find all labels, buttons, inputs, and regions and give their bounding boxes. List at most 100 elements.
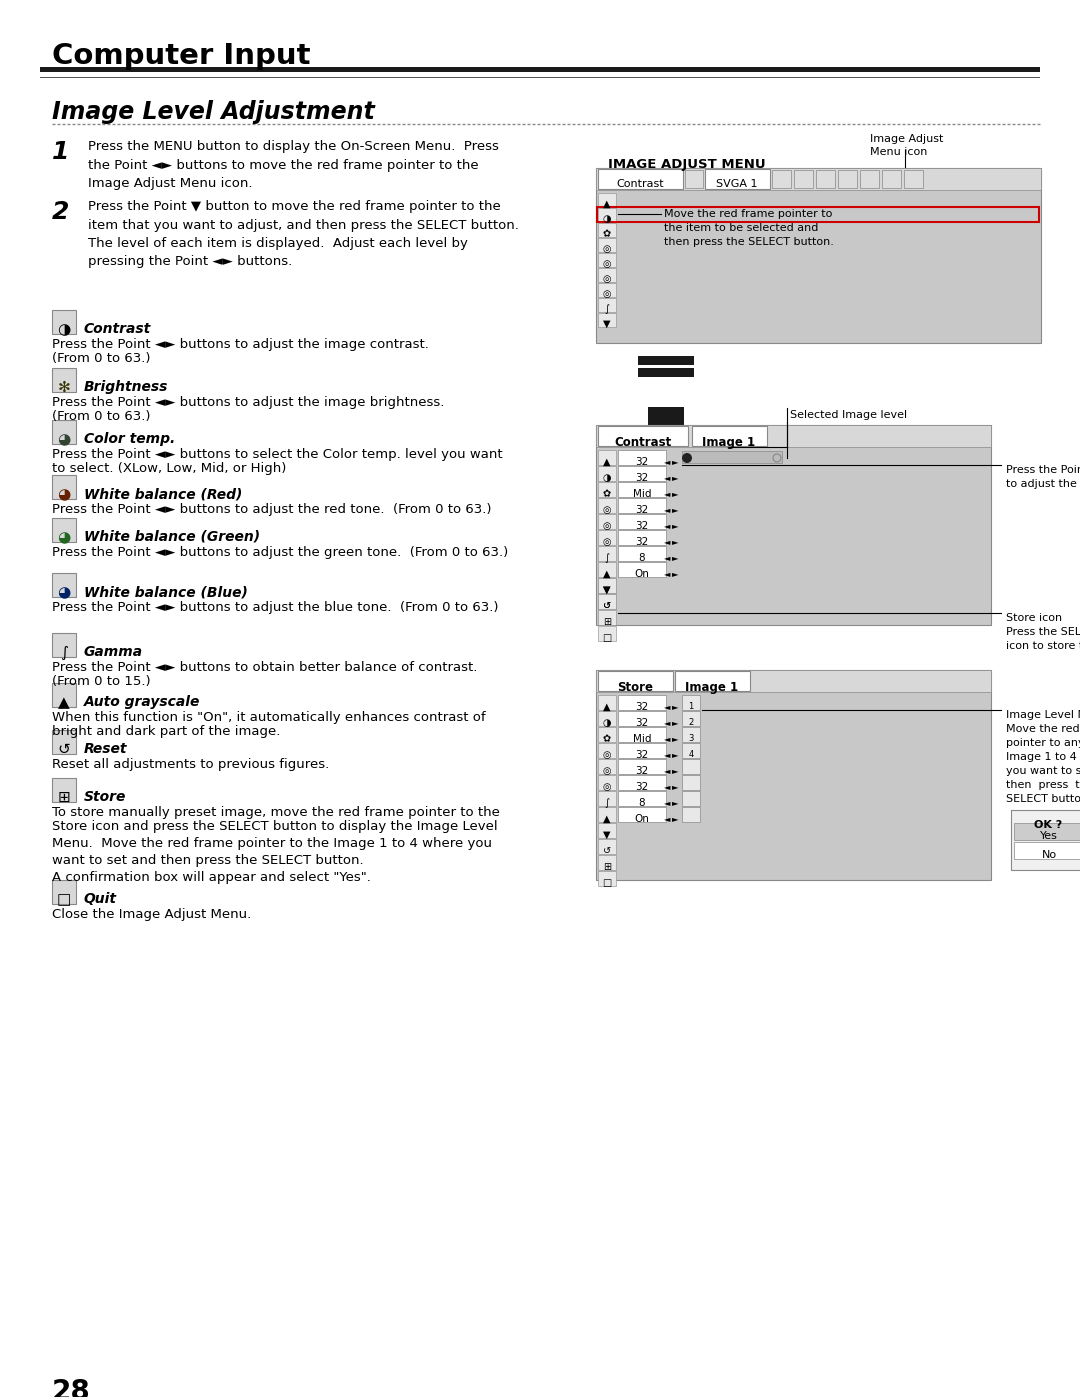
Bar: [598, 450, 616, 465]
Text: 32: 32: [635, 750, 649, 760]
Circle shape: [681, 453, 692, 462]
Text: ✿: ✿: [603, 489, 611, 499]
Text: ↺: ↺: [603, 601, 611, 610]
Bar: [618, 726, 666, 742]
Text: ◎: ◎: [603, 258, 611, 270]
Bar: [598, 671, 673, 692]
Text: ◕: ◕: [57, 585, 70, 599]
Bar: [882, 170, 901, 189]
Bar: [598, 237, 616, 251]
Text: 32: 32: [635, 782, 649, 792]
Text: ◄: ◄: [664, 569, 671, 578]
Text: ◎: ◎: [603, 750, 611, 760]
Text: 32: 32: [635, 504, 649, 515]
Bar: [598, 823, 616, 838]
Bar: [681, 451, 782, 462]
Bar: [681, 759, 700, 774]
Text: ►: ►: [672, 814, 678, 823]
Polygon shape: [634, 429, 698, 455]
Text: ◄: ◄: [664, 474, 671, 482]
Bar: [598, 759, 616, 774]
Text: Press the Point ▼ button to move the red frame pointer to the
item that you want: Press the Point ▼ button to move the red…: [87, 200, 518, 268]
Text: 32: 32: [635, 703, 649, 712]
Bar: [681, 743, 700, 759]
Text: ◄: ◄: [664, 814, 671, 823]
Bar: [618, 743, 666, 759]
Text: White balance (Red): White balance (Red): [84, 488, 242, 502]
Bar: [1014, 823, 1080, 840]
Bar: [598, 870, 616, 886]
Text: Press the Point ◄► buttons to select the Color temp. level you want: Press the Point ◄► buttons to select the…: [52, 448, 502, 461]
Text: ◑: ◑: [603, 474, 611, 483]
Bar: [40, 77, 1040, 78]
Text: ►: ►: [672, 798, 678, 807]
Text: White balance (Blue): White balance (Blue): [84, 585, 248, 599]
Text: bright and dark part of the image.: bright and dark part of the image.: [52, 725, 281, 738]
Text: When this function is "On", it automatically enhances contrast of: When this function is "On", it automatic…: [52, 711, 486, 724]
Text: ◎: ◎: [603, 782, 611, 792]
Text: ►: ►: [672, 750, 678, 759]
Bar: [598, 298, 616, 312]
Text: ↺: ↺: [603, 601, 611, 610]
Text: ◄: ◄: [664, 766, 671, 775]
Bar: [52, 420, 76, 444]
Text: Press the Point ◄► buttons to adjust the image contrast.: Press the Point ◄► buttons to adjust the…: [52, 338, 429, 351]
Text: Quit: Quit: [84, 893, 117, 907]
Text: ►: ►: [672, 718, 678, 726]
Bar: [598, 284, 616, 298]
Text: Color temp.: Color temp.: [84, 432, 175, 446]
Text: IMAGE ADJUST MENU: IMAGE ADJUST MENU: [608, 158, 766, 170]
Bar: [681, 791, 700, 806]
Bar: [598, 711, 616, 726]
Text: No: No: [1041, 849, 1056, 861]
Bar: [52, 880, 76, 904]
Text: ∫: ∫: [605, 553, 609, 563]
Text: ◄: ◄: [664, 782, 671, 791]
Text: ▼: ▼: [604, 319, 611, 330]
Text: ◄: ◄: [664, 733, 671, 743]
Text: Press the Point ◄► buttons to adjust the image brightness.: Press the Point ◄► buttons to adjust the…: [52, 395, 444, 409]
Bar: [598, 467, 616, 481]
Bar: [638, 367, 694, 377]
Text: ∫: ∫: [60, 645, 68, 659]
Text: Computer Input: Computer Input: [52, 42, 311, 70]
Bar: [52, 778, 76, 802]
Text: ▲: ▲: [604, 814, 611, 824]
Text: (From 0 to 63.): (From 0 to 63.): [52, 409, 150, 423]
Text: ▼: ▼: [604, 830, 611, 840]
Text: Move the red frame pointer to
the item to be selected and
then press the SELECT : Move the red frame pointer to the item t…: [664, 210, 834, 247]
Bar: [52, 475, 76, 499]
Text: ✿: ✿: [603, 733, 611, 745]
Bar: [598, 169, 683, 189]
Text: 8: 8: [638, 553, 646, 563]
Bar: [598, 529, 616, 545]
Text: Store: Store: [84, 789, 126, 805]
Bar: [681, 711, 700, 726]
Bar: [52, 731, 76, 754]
Bar: [675, 671, 750, 692]
Text: Brightness: Brightness: [84, 380, 168, 394]
Bar: [794, 170, 813, 189]
Text: Store icon
Press the SELECT button at this
icon to store the adjustment.: Store icon Press the SELECT button at th…: [1005, 613, 1080, 651]
Text: ◄: ◄: [664, 798, 671, 807]
Text: On: On: [635, 569, 649, 578]
Bar: [618, 775, 666, 789]
Bar: [618, 694, 666, 710]
Text: ◎: ◎: [603, 504, 611, 515]
Text: Contrast: Contrast: [615, 436, 672, 448]
Text: ◎: ◎: [603, 521, 611, 531]
Text: Image Level Adjustment: Image Level Adjustment: [52, 101, 375, 124]
Bar: [618, 467, 666, 481]
Text: ►: ►: [672, 553, 678, 562]
Bar: [598, 594, 616, 609]
Bar: [52, 683, 76, 707]
Text: Image Level Menu
Move the red frame
pointer to any of
Image 1 to 4 where
you wan: Image Level Menu Move the red frame poin…: [1005, 710, 1080, 805]
Text: ◕: ◕: [57, 529, 70, 545]
Text: Yes: Yes: [1040, 831, 1058, 841]
Bar: [598, 313, 616, 327]
Text: to select. (XLow, Low, Mid, or High): to select. (XLow, Low, Mid, or High): [52, 462, 286, 475]
Bar: [618, 514, 666, 529]
Bar: [598, 224, 616, 237]
Text: □: □: [603, 877, 611, 888]
Text: Selected Image level: Selected Image level: [789, 409, 907, 420]
